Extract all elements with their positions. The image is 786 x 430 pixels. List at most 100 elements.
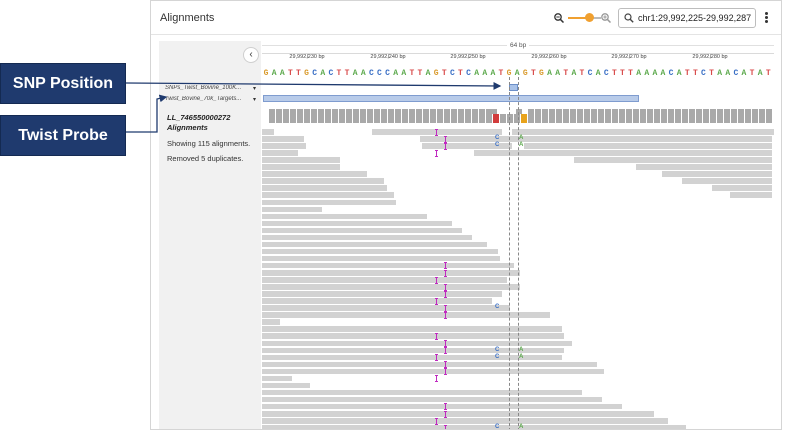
coverage-bar [360, 109, 367, 123]
ruler-tick [388, 54, 389, 58]
ruler-tick-label: 29,992,230 bp [289, 54, 325, 60]
coverage-bar [437, 109, 444, 123]
coverage-bar [591, 109, 598, 123]
coverage-bar [430, 109, 437, 123]
mismatch-base: C [495, 142, 500, 149]
track-area[interactable]: 64 bp 29,992,230 bp 29,992,240 bp 29,992,2… [262, 37, 774, 430]
insertion-marker[interactable] [444, 283, 447, 291]
insertion-marker[interactable] [444, 269, 447, 277]
snp-guide-line [518, 77, 519, 429]
sequence-base: G [433, 69, 439, 78]
locus-search-input[interactable]: chr1:29,992,225-29,992,287 [618, 8, 756, 28]
insertion-marker[interactable] [435, 276, 438, 284]
coverage-bar [766, 109, 773, 123]
coverage-bar [491, 109, 498, 114]
insertion-marker[interactable] [444, 368, 447, 376]
coverage-bar [374, 109, 381, 123]
coverage-bar [416, 109, 423, 123]
insertion-marker[interactable] [435, 354, 438, 362]
sequence-base: T [336, 69, 342, 78]
zoom-in-icon[interactable] [601, 13, 611, 23]
chevron-down-icon[interactable]: ▾ [253, 86, 257, 92]
snp-feature[interactable] [509, 84, 518, 91]
coverage-bar [458, 109, 465, 123]
insertion-marker[interactable] [444, 403, 447, 411]
coverage-bar [612, 109, 619, 123]
insertion-marker[interactable] [444, 304, 447, 312]
insertion-marker[interactable] [435, 417, 438, 425]
sequence-base: T [765, 69, 771, 78]
sequence-base: G [263, 69, 269, 78]
coverage-bar [507, 114, 514, 123]
alignment-read [262, 361, 597, 368]
sequence-base: G [506, 69, 512, 78]
alignment-read [262, 192, 394, 198]
coverage-bar [318, 109, 325, 123]
alignment-read [262, 220, 452, 227]
ruler-tick [629, 54, 630, 58]
insertion-marker[interactable] [444, 135, 447, 143]
coverage-bar [395, 109, 402, 123]
coverage-bar [577, 109, 584, 123]
insertion-marker[interactable] [444, 262, 447, 270]
coverage-bar [605, 109, 612, 123]
sequence-base: A [401, 69, 407, 78]
insertion-marker[interactable] [435, 297, 438, 305]
insertion-marker[interactable] [444, 340, 447, 347]
sequence-base: A [393, 69, 399, 78]
alignment-read [262, 354, 562, 361]
collapse-sidebar-button[interactable]: ‹ [243, 47, 259, 63]
zoom-slider-fill[interactable] [568, 17, 590, 19]
insertion-marker[interactable] [444, 361, 447, 369]
insertion-marker[interactable] [444, 142, 447, 150]
zoom-slider-track[interactable] [593, 17, 601, 19]
insertion-marker[interactable] [444, 424, 447, 430]
more-options-icon[interactable] [765, 11, 769, 25]
sequence-base: T [458, 69, 463, 78]
coverage-bar [745, 109, 752, 123]
coverage-bar [493, 114, 500, 123]
alignment-read [262, 305, 510, 311]
coverage-bar [325, 109, 332, 123]
coverage-bar [703, 109, 710, 123]
insertion-marker[interactable] [435, 332, 438, 340]
zoom-out-icon[interactable] [554, 13, 564, 23]
insertion-marker[interactable] [435, 128, 438, 136]
insertion-marker[interactable] [435, 375, 438, 383]
alignment-read [662, 171, 772, 177]
snp-track-label[interactable]: SNPs_Twist_Bovine_100K... [165, 85, 242, 91]
sequence-base: A [741, 69, 747, 78]
coverage-bar [689, 109, 696, 123]
ruler-tick-label: 29,992,280 bp [692, 54, 728, 60]
alignment-read [262, 284, 520, 290]
sequence-base: A [425, 69, 431, 78]
panel-header: Alignments chr1:29,992,225-29,992,287 [151, 1, 781, 35]
coverage-bar [682, 109, 689, 123]
sequence-base: T [409, 69, 415, 78]
insertion-marker[interactable] [444, 290, 447, 298]
twist-track-label[interactable]: Twist_Bovine_70k_Targets... [165, 96, 242, 102]
alignment-read [262, 185, 387, 191]
insertion-marker[interactable] [444, 347, 447, 355]
chevron-down-icon[interactable]: ▾ [253, 97, 257, 103]
coverage-bar [290, 109, 297, 123]
alignment-read [730, 192, 772, 198]
insertion-marker[interactable] [435, 149, 438, 157]
coverage-bar [269, 109, 276, 123]
alignment-read [262, 178, 384, 184]
coverage-bar [381, 109, 388, 123]
coverage-bar [535, 109, 542, 123]
coverage-bar [402, 109, 409, 123]
duplicates-removed: Removed 5 duplicates. [167, 154, 244, 163]
coverage-bar [409, 109, 416, 123]
coverage-bar [353, 109, 360, 123]
twist-probe-feature[interactable] [263, 95, 639, 102]
zoom-slider-handle[interactable] [585, 13, 594, 22]
insertion-marker[interactable] [444, 410, 447, 418]
coverage-bar [661, 109, 668, 123]
sequence-base: T [692, 69, 698, 78]
alignment-read [262, 234, 472, 241]
mismatch-base: C [495, 346, 500, 353]
coverage-bar [654, 109, 661, 123]
insertion-marker[interactable] [444, 311, 447, 319]
